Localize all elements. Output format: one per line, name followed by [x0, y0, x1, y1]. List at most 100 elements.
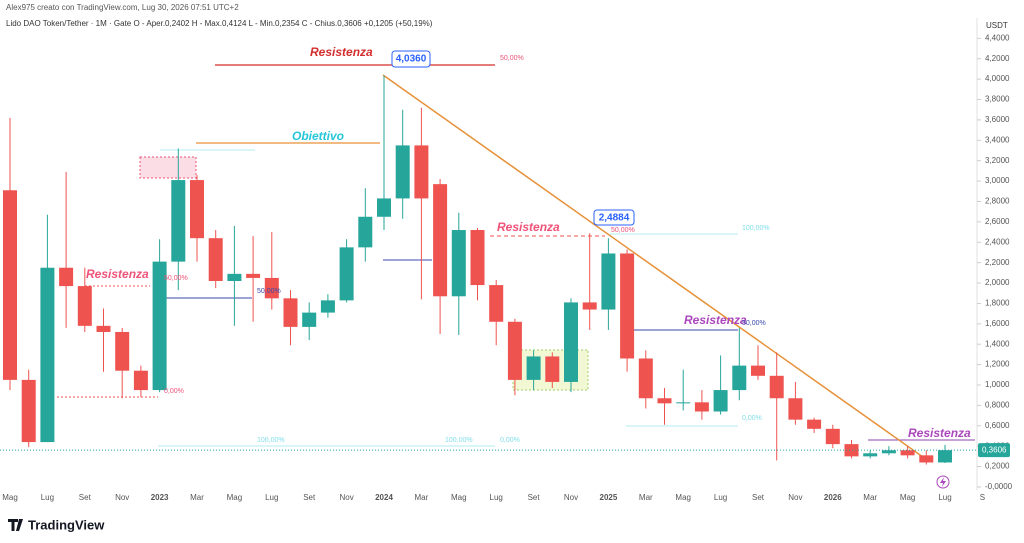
candle-body: [227, 273, 242, 281]
candle-body: [545, 356, 560, 382]
candle-body: [807, 419, 822, 429]
x-tick-label: Lug: [41, 493, 54, 502]
candle-body: [470, 230, 485, 286]
last-price-box: [978, 443, 1010, 458]
price-axis: -0,00000,20000,40000,60000,80001,00001,2…: [977, 33, 1013, 491]
candle-body: [152, 261, 167, 391]
candle-body: [115, 331, 130, 371]
candle-body: [507, 321, 522, 380]
x-tick-label: Nov: [564, 493, 578, 502]
candle-body: [21, 379, 36, 443]
annotation: 50,00%: [611, 227, 635, 234]
y-tick-label: 3,0000: [985, 176, 1010, 185]
candle-body: [358, 216, 373, 248]
candle-body: [863, 453, 878, 457]
y-tick-label: 2,2000: [985, 258, 1010, 267]
x-tick-label: Set: [79, 493, 92, 502]
candle-body: [881, 450, 896, 454]
x-tick-label: Mag: [2, 493, 18, 502]
annotation: 100,00%: [445, 437, 473, 444]
candle-body: [451, 230, 466, 297]
candle-body: [339, 247, 354, 301]
x-tick-label: S: [980, 493, 985, 502]
y-tick-label: 0,6000: [985, 421, 1010, 430]
callout: [593, 209, 635, 226]
candle-body: [433, 184, 448, 297]
candle-body: [769, 375, 784, 399]
annotation: Resistenza: [684, 313, 747, 327]
candle-body: [751, 365, 765, 376]
candle-body: [320, 300, 335, 313]
candle-body: [414, 145, 429, 199]
candle-body: [302, 312, 317, 327]
annotation: 50,00%: [257, 288, 281, 295]
x-tick-label: Set: [528, 493, 541, 502]
y-tick-label: 2,8000: [985, 197, 1010, 206]
x-tick-label: Lug: [938, 493, 951, 502]
x-tick-label: Mar: [639, 493, 653, 502]
y-tick-label: 1,4000: [985, 339, 1010, 348]
y-tick-label: 2,4000: [985, 237, 1010, 246]
candle-body: [601, 253, 616, 310]
annotation: 100,00%: [742, 225, 770, 232]
trend-line: [382, 74, 931, 463]
candle-body: [657, 398, 672, 404]
candle-body: [564, 302, 578, 382]
y-tick-label: 0,2000: [985, 462, 1010, 471]
annotation: 0,00%: [742, 415, 762, 422]
y-tick-label: 4,0000: [985, 74, 1010, 83]
x-tick-label: Mar: [863, 493, 877, 502]
candle-body: [246, 273, 261, 278]
candle-body: [395, 145, 410, 199]
candle-body: [133, 370, 148, 391]
x-tick-label: Mag: [900, 493, 916, 502]
x-tick-label: Mag: [227, 493, 243, 502]
candle-body: [171, 180, 186, 262]
y-tick-label: 3,4000: [985, 135, 1010, 144]
annotation: Resistenza: [908, 426, 971, 440]
x-tick-label: 2023: [151, 493, 169, 502]
x-tick-label: Lug: [490, 493, 503, 502]
x-tick-label: 2024: [375, 493, 393, 502]
x-tick-label: Nov: [788, 493, 802, 502]
brand: TradingView: [28, 517, 105, 532]
candle-body: [620, 253, 635, 359]
annotation: 50,00%: [164, 275, 188, 282]
x-tick-label: Lug: [714, 493, 727, 502]
header: Alex975 creato con TradingView.com, Lug …: [6, 3, 239, 12]
x-tick-label: Set: [752, 493, 765, 502]
y-tick-label: 3,8000: [985, 95, 1010, 104]
candle-body: [825, 428, 840, 445]
x-tick-label: Lug: [265, 493, 278, 502]
annotation: 100,00%: [257, 437, 285, 444]
x-tick-label: Mag: [675, 493, 691, 502]
annotations: Resistenza 4,0360 50,00% Obiettivo Resis…: [86, 45, 971, 444]
y-tick-label: 1,2000: [985, 360, 1010, 369]
candle-body: [3, 190, 17, 380]
candle-body: [489, 285, 504, 322]
candle-body: [190, 180, 204, 239]
x-tick-label: Nov: [115, 493, 129, 502]
annotation: Obiettivo: [292, 129, 344, 143]
annotation: 0,00%: [164, 388, 184, 395]
candle-body: [377, 198, 391, 217]
candle-body: [96, 325, 111, 332]
y-tick-label: 3,6000: [985, 115, 1010, 124]
candle-body: [900, 450, 915, 456]
candle-body: [526, 356, 541, 380]
y-tick-label: 2,6000: [985, 217, 1010, 226]
legend: Lido DAO Token/Tether · 1M · Gate O - Ap…: [6, 19, 433, 28]
x-tick-label: Mar: [190, 493, 204, 502]
candle-body: [582, 302, 597, 310]
x-tick-label: Set: [303, 493, 316, 502]
x-tick-label: 2025: [600, 493, 618, 502]
y-tick-label: 0,8000: [985, 400, 1010, 409]
candle-body: [788, 398, 803, 420]
annotation: 50,00%: [500, 55, 524, 62]
candle-body: [919, 455, 934, 463]
x-tick-label: 2026: [824, 493, 842, 502]
y-tick-label: 1,6000: [985, 319, 1010, 328]
candle-body: [59, 267, 74, 287]
y-tick-label: 2,0000: [985, 278, 1010, 287]
